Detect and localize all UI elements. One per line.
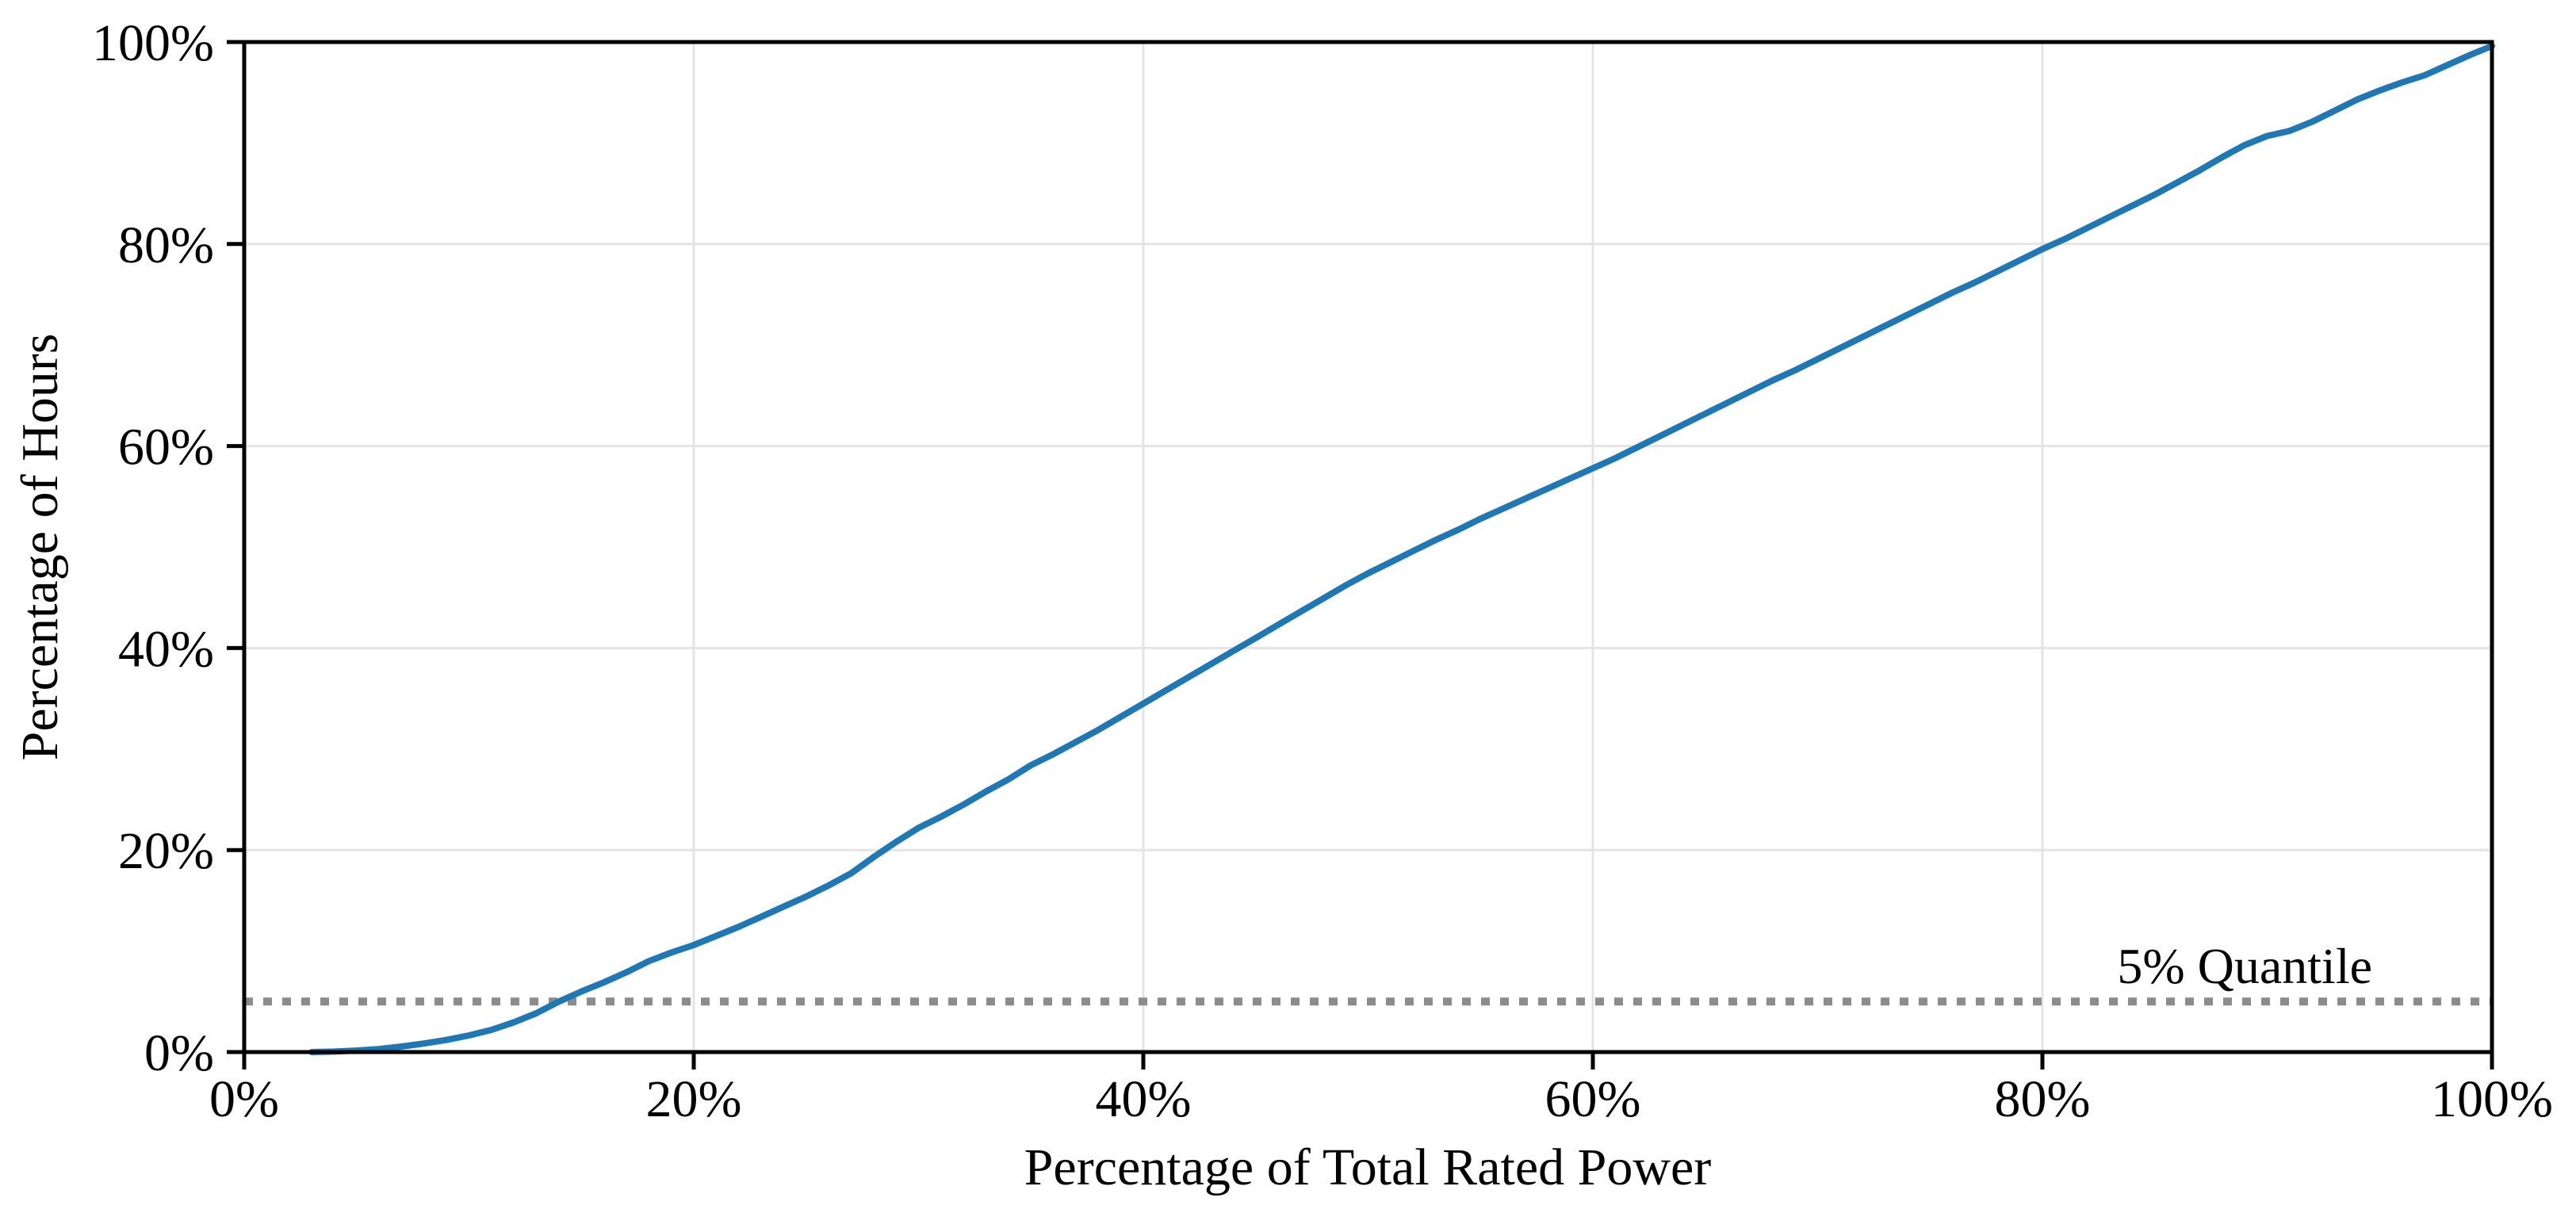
y-tick-label: 20% xyxy=(118,822,214,880)
y-tick-label: 100% xyxy=(92,14,214,72)
cdf-curve xyxy=(308,43,2495,1055)
x-tick-label: 80% xyxy=(1995,1070,2091,1128)
x-tick-label: 0% xyxy=(209,1070,279,1128)
y-tick-label: 40% xyxy=(118,620,214,678)
x-tick-label: 60% xyxy=(1545,1070,1641,1128)
tick-label-layer: 0% 20% 40% 60% 80% 100% 0% 20% 40% 60% 80% 100% xyxy=(92,14,2553,1128)
series-layer xyxy=(308,43,2495,1055)
x-tick-label: 20% xyxy=(646,1070,742,1128)
axes-layer xyxy=(227,40,2494,1070)
quantile-annotation: 5% Quantile xyxy=(2117,938,2372,994)
y-tick-label: 80% xyxy=(118,216,214,274)
plot-border xyxy=(242,40,2494,1054)
y-tick-label: 0% xyxy=(144,1024,214,1082)
x-tick-label: 100% xyxy=(2431,1070,2553,1128)
x-axis-title: Percentage of Total Rated Power xyxy=(1024,1138,1712,1196)
x-tick-label: 40% xyxy=(1096,1070,1192,1128)
y-axis-title: Percentage of Hours xyxy=(11,334,69,761)
y-tick-label: 60% xyxy=(118,419,214,476)
